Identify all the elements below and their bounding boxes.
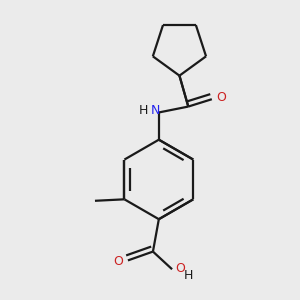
Text: O: O bbox=[113, 255, 123, 268]
Text: N: N bbox=[151, 104, 160, 117]
Text: H: H bbox=[184, 268, 193, 282]
Text: H: H bbox=[139, 104, 148, 117]
Text: O: O bbox=[217, 91, 226, 104]
Text: O: O bbox=[175, 262, 185, 275]
